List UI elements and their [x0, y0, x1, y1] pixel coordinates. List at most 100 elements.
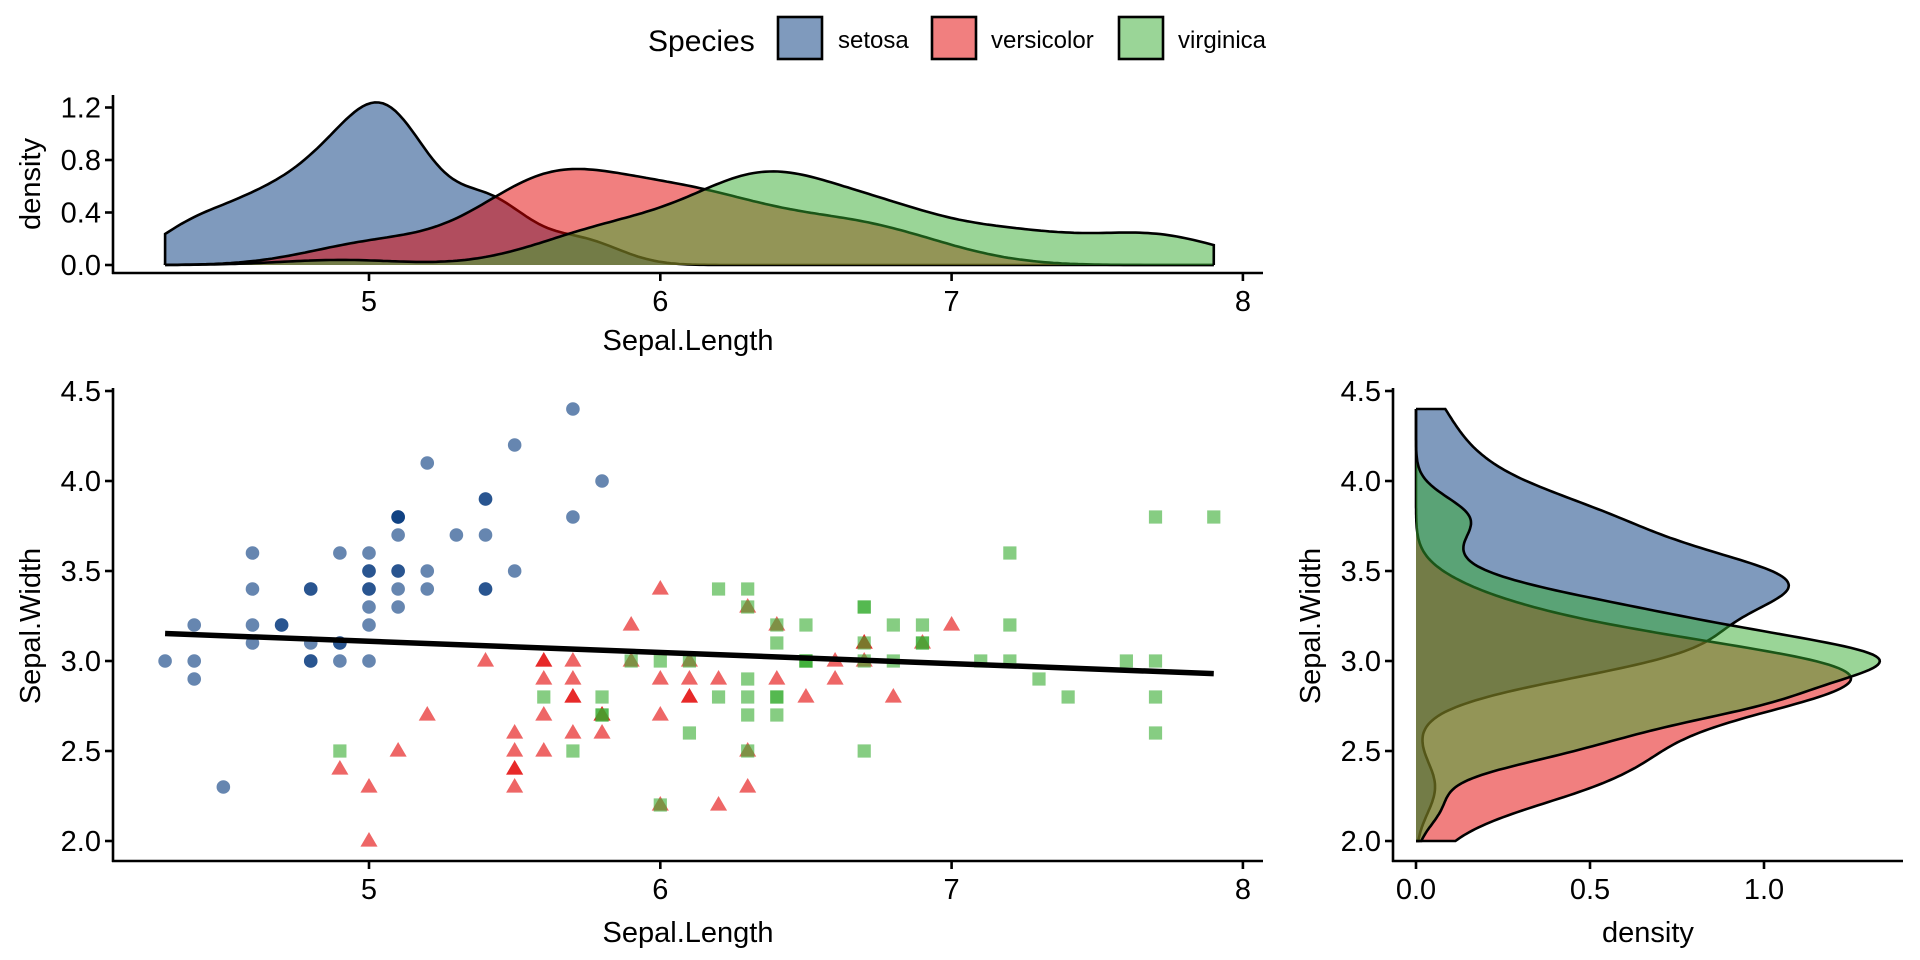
point-setosa [507, 564, 522, 578]
point-virginica [770, 618, 784, 632]
top-x-tick-label: 8 [1235, 286, 1251, 318]
point-versicolor [797, 688, 815, 703]
point-setosa [362, 546, 376, 560]
point-setosa [333, 654, 347, 668]
point-virginica [915, 636, 930, 650]
point-virginica [566, 744, 580, 758]
right-density-line-virginica [1414, 409, 1882, 843]
top-ticks: 5 6 7 8 0.0 0.4 0.8 1.2 [61, 93, 1251, 319]
right-density-area-virginica [1416, 409, 1880, 841]
point-setosa [303, 654, 318, 668]
point-virginica [1148, 654, 1163, 668]
point-virginica [711, 690, 726, 704]
point-setosa [391, 600, 405, 614]
point-setosa [362, 600, 376, 614]
point-virginica [741, 672, 755, 686]
right-density-areas [1414, 407, 1882, 843]
point-setosa [478, 582, 493, 596]
point-versicolor [739, 778, 757, 793]
point-virginica [653, 654, 667, 668]
top-density-line-virginica [163, 170, 1216, 267]
legend-label-virginica: virginica [1178, 27, 1267, 54]
point-versicolor [535, 706, 553, 721]
main-y-tick-label: 3.5 [61, 556, 101, 588]
legend-item-setosa[interactable]: setosa [776, 15, 909, 61]
point-versicolor [884, 688, 902, 703]
point-setosa [158, 654, 172, 668]
point-virginica [711, 582, 726, 596]
point-setosa [391, 564, 405, 578]
top-x-tick-label: 7 [944, 286, 960, 318]
right-y-tick-label: 3.5 [1341, 556, 1381, 588]
right-x-tick-label: 0.5 [1570, 874, 1610, 906]
point-virginica [1119, 654, 1133, 668]
main-x-axis-title: Sepal.Length [603, 917, 774, 949]
scatter-panel: 5 6 7 8 2.0 2.5 3.0 3.5 4.0 4.5 Sepal.Length Sepa… [15, 376, 1263, 949]
point-setosa [362, 654, 376, 668]
point-virginica [595, 708, 609, 722]
point-virginica [624, 654, 638, 668]
point-setosa [391, 528, 405, 542]
legend-item-versicolor[interactable]: versicolor [930, 15, 1094, 61]
point-versicolor [768, 670, 786, 685]
point-versicolor [826, 670, 844, 685]
point-versicolor [360, 832, 378, 847]
main-y-tick-label: 2.5 [61, 736, 101, 768]
top-y-tick-label: 1.2 [61, 93, 101, 125]
point-versicolor [535, 652, 553, 667]
point-versicolor [564, 688, 582, 703]
top-x-axis-title: Sepal.Length [603, 325, 774, 357]
point-virginica [857, 600, 871, 614]
point-virginica [1032, 672, 1046, 686]
right-x-axis-title: density [1602, 917, 1694, 949]
top-density-area-virginica [165, 171, 1214, 265]
point-setosa [566, 510, 580, 524]
legend-label-versicolor: versicolor [991, 27, 1094, 54]
point-virginica [741, 582, 755, 596]
point-virginica [595, 690, 609, 704]
main-y-tick-label: 2.0 [61, 826, 101, 858]
point-versicolor [535, 742, 553, 757]
point-setosa [187, 654, 202, 668]
top-y-tick-label: 0.0 [61, 250, 101, 282]
legend-key-setosa [776, 15, 824, 61]
main-x-tick-label: 7 [944, 874, 960, 906]
point-virginica [741, 690, 755, 704]
point-setosa [333, 546, 347, 560]
point-virginica [1207, 510, 1221, 524]
right-y-tick-label: 2.0 [1341, 826, 1381, 858]
point-versicolor [593, 724, 611, 739]
point-virginica [741, 708, 755, 722]
point-versicolor [564, 724, 582, 739]
point-virginica [741, 744, 755, 758]
point-setosa [245, 582, 260, 596]
point-setosa [187, 618, 202, 632]
point-setosa [478, 528, 493, 542]
point-virginica [770, 708, 784, 722]
top-density-panel: 5 6 7 8 0.0 0.4 0.8 1.2 Sepal.Length density [15, 93, 1263, 357]
point-virginica [857, 744, 871, 758]
point-virginica [886, 618, 900, 632]
main-ticks: 5 6 7 8 2.0 2.5 3.0 3.5 4.0 4.5 [61, 376, 1251, 906]
point-setosa [420, 564, 435, 578]
point-virginica [857, 636, 871, 650]
right-ticks: 0.0 0.5 1.0 2.0 2.5 3.0 3.5 4.0 4.5 [1341, 376, 1784, 906]
point-setosa [420, 456, 435, 470]
point-versicolor [564, 670, 582, 685]
point-virginica [653, 798, 667, 812]
point-setosa [216, 780, 231, 794]
main-y-axis-title: Sepal.Width [15, 548, 47, 704]
point-versicolor [360, 778, 378, 793]
point-versicolor [506, 778, 524, 793]
point-virginica [799, 618, 813, 632]
point-versicolor [710, 670, 728, 685]
right-x-tick-label: 0.0 [1396, 874, 1436, 906]
point-setosa [303, 582, 318, 596]
legend-item-virginica[interactable]: virginica [1117, 15, 1267, 61]
point-versicolor [651, 670, 669, 685]
point-setosa [245, 546, 260, 560]
point-setosa [245, 618, 260, 632]
point-virginica [741, 600, 755, 614]
point-setosa [391, 582, 405, 596]
